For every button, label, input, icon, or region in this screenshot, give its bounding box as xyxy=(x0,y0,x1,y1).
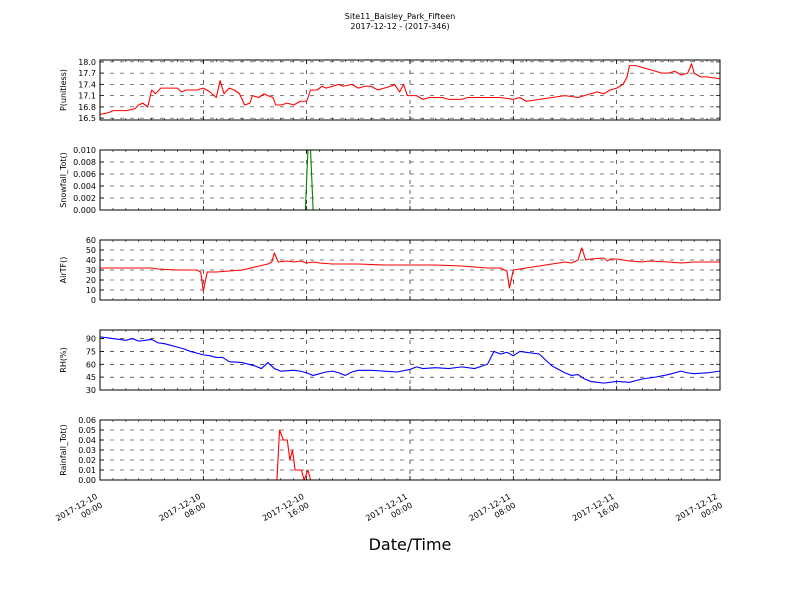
y-tick-label: 17.4 xyxy=(78,80,96,89)
panel-2: 0.000 0.002 0.004 0.006 0.008 0.010 Snowfall_T… xyxy=(59,146,721,215)
chart-subtitle: 2017-12-12 - (2017-346) xyxy=(350,22,449,31)
y-axis-label: Snowfall_Tot() xyxy=(59,152,68,208)
y-tick-label: 0.008 xyxy=(73,158,96,167)
y-tick-label: 30 xyxy=(86,266,96,275)
y-tick-label: 16.5 xyxy=(78,114,96,123)
panels: 16.516.817.117.417.718.0P(unitless)0.000… xyxy=(59,58,721,485)
axes-frame xyxy=(99,149,721,211)
series-line xyxy=(99,336,721,384)
y-tick-label: 40 xyxy=(86,256,96,265)
y-tick-label: 0.00 xyxy=(78,476,96,485)
series-line xyxy=(100,429,720,481)
series-line xyxy=(99,63,721,115)
y-tick-label: 18.0 xyxy=(78,58,96,67)
axes-frame xyxy=(99,59,721,121)
y-tick-label: 0.05 xyxy=(78,426,96,435)
y-tick-label: 17.1 xyxy=(78,92,96,101)
y-tick-label: 90 xyxy=(86,335,96,344)
x-axis-label: Date/Time xyxy=(369,535,452,554)
y-tick-label: 75 xyxy=(86,347,96,356)
panel-1: 16.5 16.8 17.1 17.4 17.7 18.0 P(unitless) xyxy=(59,58,721,123)
panel-5: 0.000.010.020.030.040.050.06 Rainfall_Tot… xyxy=(59,416,721,485)
y-axis-label: P(unitless) xyxy=(59,69,68,111)
y-tick-label: 0.02 xyxy=(78,456,96,465)
y-tick-label: 50 xyxy=(86,246,96,255)
y-tick-label: 0.03 xyxy=(78,446,96,455)
y-tick-label: 30 xyxy=(86,386,96,395)
series-line xyxy=(100,247,720,292)
y-tick-label: 10 xyxy=(86,286,96,295)
y-tick-label: 60 xyxy=(86,236,96,245)
y-tick-label: 0.004 xyxy=(73,182,96,191)
panel-4: 30 45 60 75 90 RH(%) xyxy=(59,329,721,395)
y-tick-label: 17.7 xyxy=(78,69,96,78)
y-tick-label: 0.01 xyxy=(78,466,96,475)
y-tick-label: 0.06 xyxy=(78,416,96,425)
y-tick-label: 16.8 xyxy=(78,103,96,112)
y-tick-label: 0 xyxy=(91,296,96,305)
y-tick-label: 0.04 xyxy=(78,436,96,445)
axes-frame xyxy=(99,329,721,391)
axes-frame xyxy=(99,419,721,481)
axes-frame xyxy=(99,239,721,301)
y-tick-label: 60 xyxy=(86,360,96,369)
chart-title: Site11_Baisley_Park_Fifteen xyxy=(345,12,455,21)
y-axis-label: Rainfall_Tot() xyxy=(59,424,68,476)
y-axis-label: RH(%) xyxy=(59,347,68,372)
y-tick-label: 45 xyxy=(86,373,96,382)
y-tick-label: 20 xyxy=(86,276,96,285)
y-tick-label: 0.002 xyxy=(73,194,96,203)
y-tick-label: 0.000 xyxy=(73,206,96,215)
y-axis-label: AirTF() xyxy=(59,257,68,284)
y-tick-label: 0.010 xyxy=(73,146,96,155)
y-tick-label: 0.006 xyxy=(73,170,96,179)
